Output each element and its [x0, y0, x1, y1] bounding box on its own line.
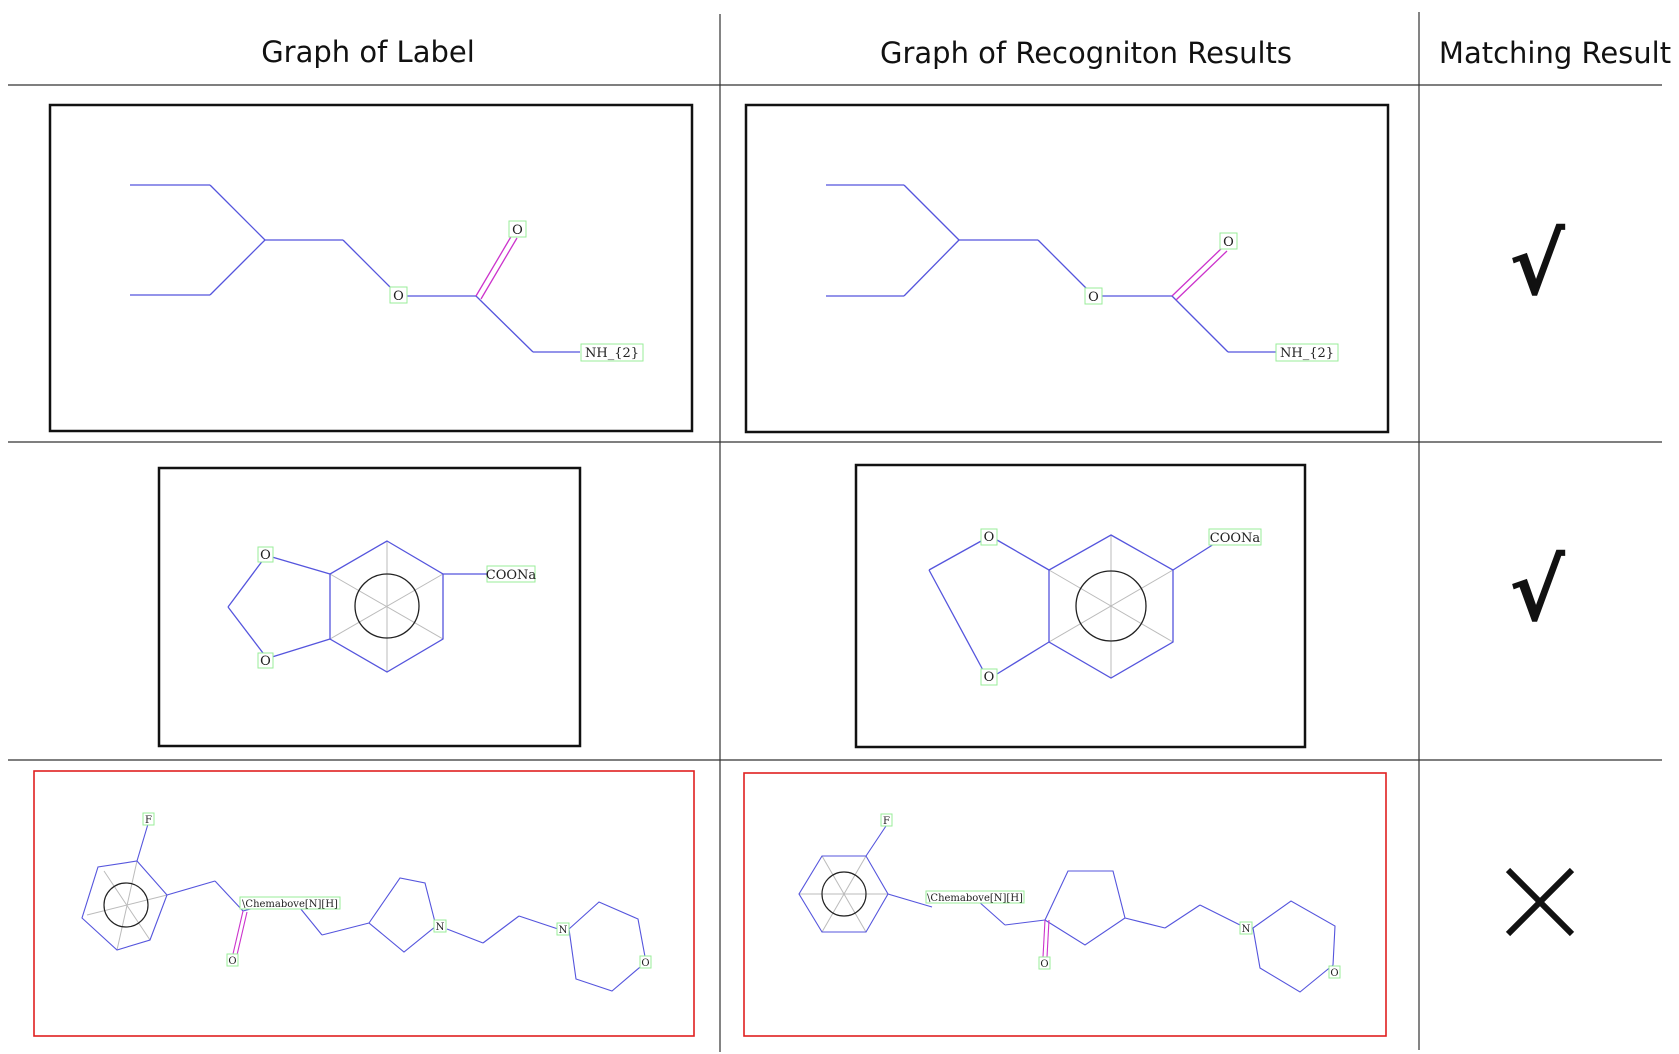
column-header-recognition: Graph of Recogniton Results	[880, 36, 1292, 70]
atom-label-O: O	[981, 529, 997, 545]
match-result-check: √	[1509, 542, 1566, 640]
graph-frame	[159, 468, 580, 746]
atom-label-O: O	[1220, 233, 1237, 250]
svg-text:N: N	[436, 922, 445, 933]
atom-label-NH2: NH_{2}	[581, 344, 643, 361]
atom-label-O: O	[258, 547, 273, 563]
row-1: O O NH_{2}	[50, 105, 1566, 432]
atom-label-O: O	[258, 653, 273, 669]
svg-text:O: O	[393, 289, 404, 304]
atom-label-O: O	[1329, 966, 1340, 979]
svg-text:COONa: COONa	[1210, 531, 1261, 546]
column-header-label: Graph of Label	[261, 35, 475, 69]
atom-label-O: O	[390, 287, 407, 304]
svg-text:O: O	[1040, 959, 1048, 970]
svg-text:O: O	[1223, 235, 1234, 250]
recognition-graph-1: O O NH_{2}	[746, 105, 1388, 432]
svg-text:O: O	[512, 223, 523, 238]
svg-text:N: N	[559, 925, 568, 936]
svg-text:NH_{2}: NH_{2}	[585, 346, 639, 361]
atom-label-N: N	[557, 923, 569, 936]
match-result-cross	[1508, 870, 1572, 934]
svg-text:F: F	[883, 816, 890, 827]
svg-text:O: O	[1330, 968, 1338, 979]
atom-label-F: F	[881, 814, 892, 827]
svg-text:N: N	[1242, 924, 1251, 935]
atom-label-O: O	[509, 221, 526, 238]
svg-text:COONa: COONa	[486, 568, 537, 583]
svg-text:O: O	[984, 670, 995, 685]
svg-text:O: O	[984, 530, 995, 545]
svg-text:O: O	[641, 958, 649, 969]
column-header-matching: Matching Result	[1439, 36, 1671, 70]
atom-label-NH2: NH_{2}	[1276, 344, 1338, 361]
label-graph-3: F \Chemabove[N][H] O N N O	[34, 771, 694, 1036]
svg-text:\Chemabove[N][H]: \Chemabove[N][H]	[242, 899, 338, 910]
atom-label-O: O	[1085, 288, 1102, 305]
svg-text:F: F	[145, 815, 152, 826]
svg-text:O: O	[260, 654, 271, 669]
atom-label-N: N	[1240, 922, 1252, 935]
atom-label-O: O	[1039, 957, 1050, 970]
atom-label-O: O	[227, 954, 238, 967]
row-2: O O COONa	[159, 465, 1566, 747]
graph-frame	[744, 773, 1386, 1036]
svg-text:O: O	[1088, 290, 1099, 305]
label-graph-2: O O COONa	[159, 468, 580, 746]
graph-frame	[856, 465, 1305, 747]
svg-text:O: O	[260, 548, 271, 563]
atom-label-COONa: COONa	[486, 566, 537, 583]
match-result-check: √	[1509, 216, 1566, 314]
label-graph-1: O O NH_{2}	[50, 105, 692, 431]
atom-label-O: O	[981, 669, 997, 685]
recognition-graph-3: F \Chemabove[N][H] O N O	[744, 773, 1386, 1036]
svg-text:O: O	[228, 956, 236, 967]
atom-label-NH: \Chemabove[N][H]	[926, 891, 1024, 904]
svg-text:NH_{2}: NH_{2}	[1280, 346, 1334, 361]
atom-label-NH: \Chemabove[N][H]	[240, 897, 340, 910]
recognition-graph-2: O O COONa	[856, 465, 1305, 747]
atom-label-N: N	[434, 920, 446, 933]
row-3: F \Chemabove[N][H] O N N O	[34, 771, 1572, 1036]
svg-text:\Chemabove[N][H]: \Chemabove[N][H]	[927, 893, 1023, 904]
atom-label-COONa: COONa	[1209, 529, 1261, 546]
atom-label-O: O	[640, 956, 651, 969]
atom-label-F: F	[143, 813, 154, 826]
